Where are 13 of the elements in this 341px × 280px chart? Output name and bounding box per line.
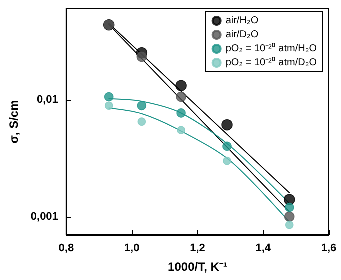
y-tick-label: 0,001	[30, 210, 58, 223]
x-tick-label: 1,6	[321, 242, 337, 254]
legend-label: pO₂ = 10⁻²⁰ atm/D₂O	[226, 56, 318, 68]
x-tick-label: 1,0	[124, 242, 140, 254]
x-tick-label: 0,8	[58, 242, 74, 254]
legend-label: air/D₂O	[226, 30, 259, 40]
x-tick-label: 1,4	[256, 242, 272, 254]
x-axis-title: 1000/T, K⁻¹	[168, 260, 228, 274]
y-axis-title: σ, S/cm	[7, 100, 21, 144]
x-tick-label: 1,2	[190, 242, 206, 254]
legend-label: air/H₂O	[226, 16, 259, 26]
legend-label: pO₂ = 10⁻²⁰ atm/H₂O	[226, 42, 318, 54]
y-tick-label: 0,01	[37, 94, 58, 106]
